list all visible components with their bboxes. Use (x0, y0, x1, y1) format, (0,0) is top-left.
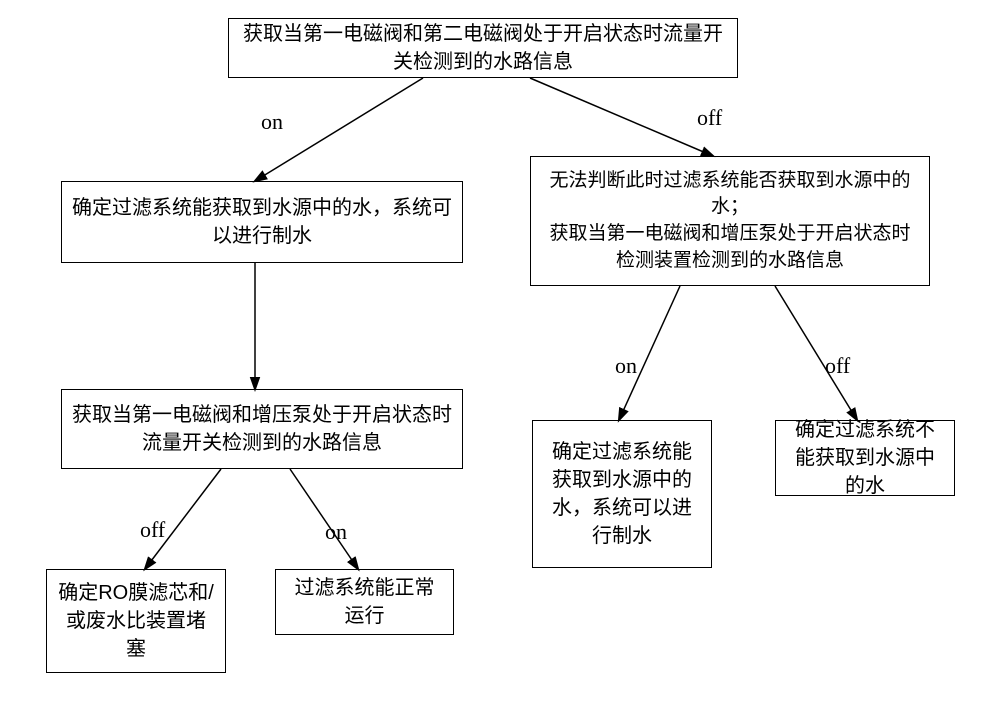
node-left-c-off-text: 确定RO膜滤芯和/或废水比装置堵塞 (57, 579, 215, 663)
node-right-a-text: 无法判断此时过滤系统能否获取到水源中的水； 获取当第一电磁阀和增压泵处于开启状态… (541, 168, 919, 274)
edge-label-righta-on: on (615, 353, 637, 379)
edge-label-righta-on-text: on (615, 353, 637, 378)
node-left-b-text: 获取当第一电磁阀和增压泵处于开启状态时流量开关检测到的水路信息 (72, 401, 452, 457)
edge-label-leftb-on-text: on (325, 519, 347, 544)
edge-label-leftb-on: on (325, 519, 347, 545)
node-right-a: 无法判断此时过滤系统能否获取到水源中的水； 获取当第一电磁阀和增压泵处于开启状态… (530, 156, 930, 286)
node-left-c-off: 确定RO膜滤芯和/或废水比装置堵塞 (46, 569, 226, 673)
edge-label-righta-off-text: off (825, 353, 850, 378)
node-root: 获取当第一电磁阀和第二电磁阀处于开启状态时流量开关检测到的水路信息 (228, 18, 738, 78)
node-right-b-off: 确定过滤系统不能获取到水源中的水 (775, 420, 955, 496)
node-left-c-on-text: 过滤系统能正常运行 (286, 574, 443, 630)
node-left-b: 获取当第一电磁阀和增压泵处于开启状态时流量开关检测到的水路信息 (61, 389, 463, 469)
edge-label-root-on-text: on (261, 109, 283, 134)
node-left-a-text: 确定过滤系统能获取到水源中的水，系统可以进行制水 (72, 194, 452, 250)
node-left-a: 确定过滤系统能获取到水源中的水，系统可以进行制水 (61, 181, 463, 263)
edge-label-root-on: on (261, 109, 283, 135)
node-root-text: 获取当第一电磁阀和第二电磁阀处于开启状态时流量开关检测到的水路信息 (239, 20, 727, 76)
edge-label-leftb-off: off (140, 517, 165, 543)
edge-label-leftb-off-text: off (140, 517, 165, 542)
node-right-b-off-text: 确定过滤系统不能获取到水源中的水 (786, 416, 944, 500)
node-left-c-on: 过滤系统能正常运行 (275, 569, 454, 635)
edge-label-righta-off: off (825, 353, 850, 379)
edge-label-root-off-text: off (697, 105, 722, 130)
node-right-b-on: 确定过滤系统能获取到水源中的水，系统可以进行制水 (532, 420, 712, 568)
edge-label-root-off: off (697, 105, 722, 131)
node-right-b-on-text: 确定过滤系统能获取到水源中的水，系统可以进行制水 (543, 438, 701, 550)
